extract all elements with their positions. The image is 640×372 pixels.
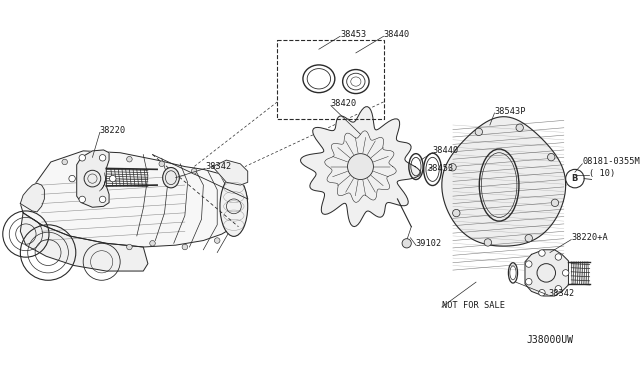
- Circle shape: [539, 289, 545, 296]
- Circle shape: [555, 254, 561, 260]
- Circle shape: [452, 209, 460, 217]
- Text: 38220: 38220: [100, 126, 126, 135]
- Text: 38440: 38440: [433, 146, 459, 155]
- Text: ( 10): ( 10): [589, 169, 615, 177]
- Circle shape: [99, 154, 106, 161]
- Circle shape: [182, 244, 188, 250]
- Ellipse shape: [163, 167, 179, 188]
- Circle shape: [547, 154, 555, 161]
- Circle shape: [127, 156, 132, 162]
- Circle shape: [69, 175, 76, 182]
- Circle shape: [601, 177, 610, 186]
- Polygon shape: [20, 213, 148, 271]
- Text: 08181-0355M: 08181-0355M: [582, 157, 640, 166]
- Text: 38453: 38453: [340, 30, 366, 39]
- Circle shape: [214, 238, 220, 243]
- Circle shape: [191, 169, 197, 174]
- Circle shape: [62, 159, 67, 165]
- Text: NOT FOR SALE: NOT FOR SALE: [442, 301, 505, 310]
- Text: B: B: [572, 174, 578, 183]
- Polygon shape: [301, 107, 420, 227]
- Circle shape: [159, 161, 164, 167]
- Circle shape: [150, 241, 156, 246]
- Ellipse shape: [220, 176, 248, 236]
- Circle shape: [109, 175, 116, 182]
- Polygon shape: [77, 150, 109, 207]
- Circle shape: [563, 270, 569, 276]
- Text: 38342: 38342: [205, 162, 232, 171]
- Circle shape: [555, 286, 561, 292]
- Circle shape: [525, 279, 532, 285]
- Text: 38543P: 38543P: [495, 107, 526, 116]
- Polygon shape: [20, 183, 44, 212]
- Text: J38000UW: J38000UW: [526, 335, 573, 345]
- Circle shape: [551, 199, 559, 206]
- Bar: [277, 40, 383, 119]
- Polygon shape: [212, 160, 248, 185]
- Polygon shape: [442, 117, 566, 246]
- Circle shape: [90, 157, 95, 163]
- Circle shape: [475, 128, 483, 135]
- Circle shape: [79, 154, 86, 161]
- Circle shape: [516, 124, 524, 131]
- Circle shape: [525, 261, 532, 267]
- Text: 38342: 38342: [548, 289, 574, 298]
- Circle shape: [566, 169, 584, 188]
- Text: 38220+A: 38220+A: [572, 233, 608, 242]
- Circle shape: [449, 164, 456, 171]
- Circle shape: [79, 196, 86, 203]
- Polygon shape: [20, 151, 248, 247]
- Circle shape: [525, 234, 532, 242]
- Circle shape: [348, 154, 373, 180]
- Text: 38453: 38453: [428, 164, 454, 173]
- Polygon shape: [525, 250, 568, 296]
- Circle shape: [539, 250, 545, 256]
- Circle shape: [99, 196, 106, 203]
- Circle shape: [402, 239, 412, 248]
- Circle shape: [484, 239, 492, 246]
- Text: 38440: 38440: [383, 30, 410, 39]
- Circle shape: [127, 244, 132, 250]
- Text: 38420: 38420: [331, 99, 357, 108]
- Text: 39102: 39102: [416, 239, 442, 248]
